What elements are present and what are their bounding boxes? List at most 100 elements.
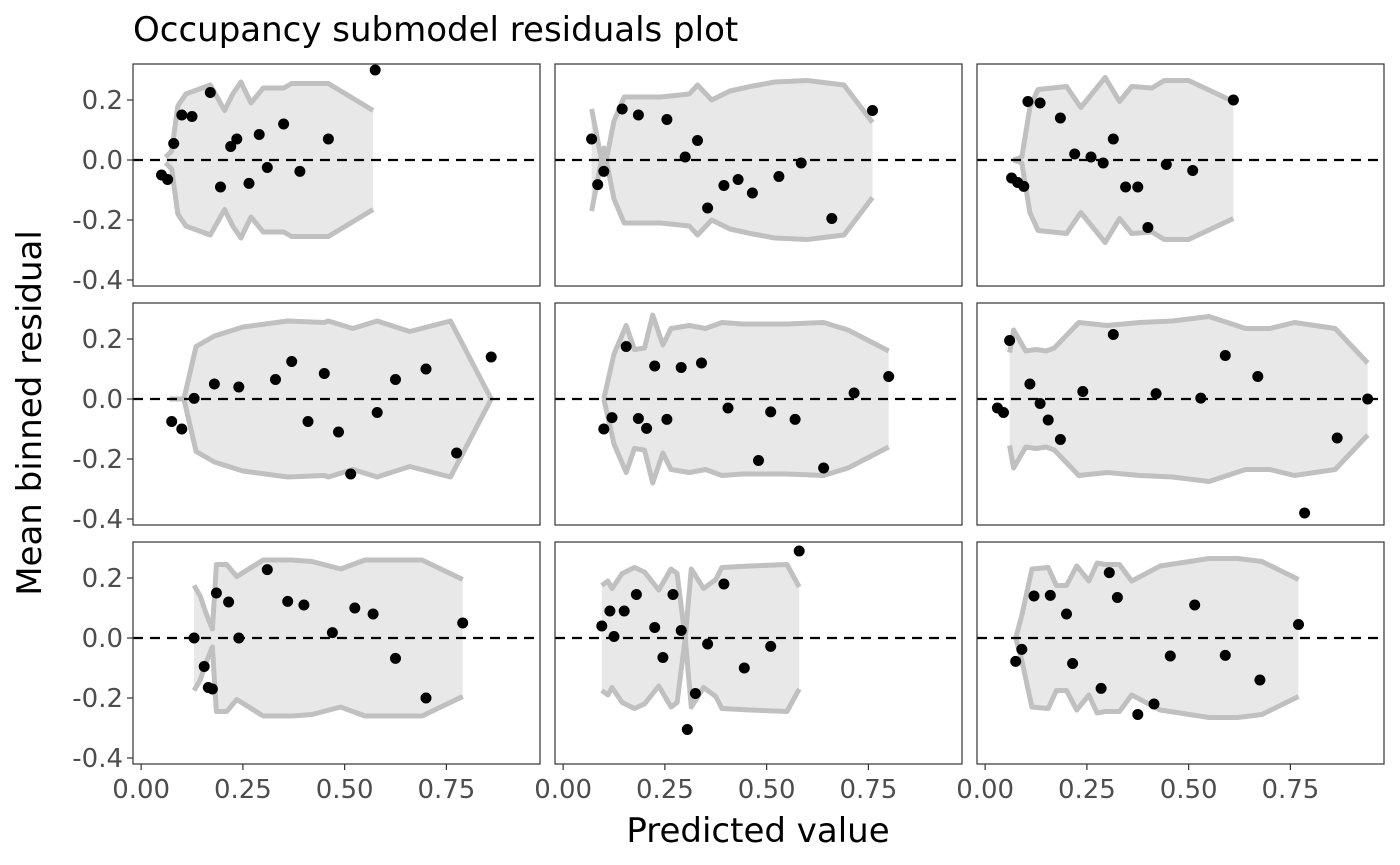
data-point (1067, 658, 1079, 669)
data-point (702, 638, 714, 650)
band-lower-line (191, 644, 464, 719)
data-point (1016, 643, 1028, 655)
data-point (369, 64, 381, 76)
data-point (692, 135, 703, 146)
panel-border (132, 302, 541, 526)
data-point (1293, 619, 1304, 630)
band-area (1013, 77, 1234, 243)
data-point (1150, 388, 1162, 400)
data-point (826, 213, 838, 224)
band-lower-line (600, 562, 802, 711)
y-tick-label: -0.4 (72, 266, 123, 296)
y-tick-label: -0.2 (72, 445, 123, 475)
data-point (696, 357, 707, 369)
data-point (1095, 682, 1107, 694)
data-point (592, 179, 604, 191)
data-point (261, 162, 273, 173)
data-point (1054, 112, 1066, 124)
y-tick-label: 0.0 (82, 624, 123, 654)
data-point (598, 165, 610, 177)
data-point (223, 596, 235, 608)
data-point (225, 141, 237, 152)
data-point (261, 564, 273, 576)
data-point (1189, 599, 1201, 611)
data-point (1132, 181, 1144, 193)
data-point (1164, 650, 1176, 662)
data-point (795, 157, 807, 169)
data-point (789, 413, 801, 425)
data-point (1085, 151, 1097, 163)
data-point (848, 387, 860, 399)
data-point (1028, 590, 1040, 602)
y-tick-label: 0.0 (82, 146, 123, 176)
data-point (998, 407, 1009, 418)
data-point (210, 587, 222, 599)
data-point (722, 402, 734, 414)
data-point (1160, 159, 1172, 170)
band-upper-line (1007, 314, 1370, 365)
data-point (883, 371, 895, 382)
facet-panel-5 (554, 302, 963, 526)
data-point (188, 632, 200, 644)
panel-border (132, 63, 541, 287)
data-point (1187, 165, 1199, 176)
data-point (620, 341, 632, 352)
x-axis-title: Predicted value (626, 811, 889, 851)
data-point (679, 151, 691, 163)
data-point (586, 133, 598, 145)
data-point (1252, 371, 1264, 382)
data-point (253, 129, 265, 140)
data-point (1042, 414, 1054, 426)
band-lower-line (163, 161, 375, 241)
x-tick-label: 0.75 (417, 775, 475, 805)
y-tick-label: 0.2 (82, 564, 123, 594)
data-point (278, 118, 290, 130)
data-point (270, 374, 281, 385)
data-point (188, 392, 200, 404)
data-point (457, 617, 469, 629)
y-tick-label: 0.2 (82, 325, 123, 355)
band-upper-line (600, 565, 802, 714)
facet-panel-9 (976, 541, 1385, 765)
data-point (286, 356, 298, 367)
data-point (1103, 567, 1115, 579)
data-point (818, 462, 830, 474)
data-point (667, 589, 679, 600)
x-tick-label: 0.50 (1160, 775, 1218, 805)
data-point (294, 165, 306, 177)
data-point (661, 413, 673, 425)
band-upper-line (1013, 556, 1300, 639)
data-point (367, 608, 379, 620)
data-point (322, 133, 334, 145)
data-point (326, 627, 338, 639)
data-point (681, 724, 693, 735)
data-point (215, 181, 226, 193)
facet-panel-7 (132, 541, 541, 765)
data-point (1097, 157, 1109, 169)
data-point (390, 652, 401, 664)
data-point (675, 362, 687, 373)
band-lower-line (169, 396, 494, 480)
band-lower-line (589, 145, 875, 242)
data-point (657, 652, 669, 663)
facet-panel-1 (132, 63, 541, 287)
data-point (1111, 592, 1123, 603)
data-point (1142, 222, 1154, 233)
data-point (608, 631, 620, 642)
panel-border (976, 63, 1385, 287)
data-point (176, 109, 188, 121)
y-axis-title: Mean binned residual (10, 230, 50, 596)
data-point (765, 640, 777, 652)
panel-border (132, 541, 541, 765)
data-point (718, 578, 730, 590)
panel-border (554, 63, 963, 287)
x-tick-label: 0.50 (738, 775, 796, 805)
facet-panel-8 (554, 541, 963, 765)
data-point (793, 545, 805, 557)
data-point (604, 605, 616, 617)
band-lower-line (1012, 157, 1235, 245)
panel-border (976, 302, 1385, 526)
data-point (390, 374, 401, 385)
data-point (166, 416, 178, 427)
x-axis: 0.00 0.25 0.50 0.75 0.00 0.25 0.50 0.75 0.00 0.25… (112, 764, 1319, 805)
